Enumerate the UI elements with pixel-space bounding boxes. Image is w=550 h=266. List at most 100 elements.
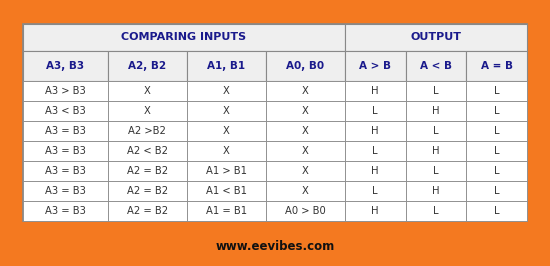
- Text: H: H: [371, 86, 379, 96]
- FancyBboxPatch shape: [23, 181, 108, 201]
- Text: L: L: [494, 166, 499, 176]
- FancyBboxPatch shape: [345, 81, 405, 101]
- FancyBboxPatch shape: [466, 51, 527, 81]
- Text: A3 > B3: A3 > B3: [45, 86, 86, 96]
- Text: L: L: [494, 106, 499, 116]
- Text: A2 >B2: A2 >B2: [128, 126, 166, 136]
- FancyBboxPatch shape: [266, 101, 345, 121]
- FancyBboxPatch shape: [187, 81, 266, 101]
- Text: H: H: [432, 106, 439, 116]
- Text: www.eevibes.com: www.eevibes.com: [216, 240, 334, 252]
- Text: A1 > B1: A1 > B1: [206, 166, 247, 176]
- FancyBboxPatch shape: [266, 181, 345, 201]
- FancyBboxPatch shape: [108, 161, 187, 181]
- Text: A < B: A < B: [420, 61, 452, 71]
- FancyBboxPatch shape: [108, 101, 187, 121]
- FancyBboxPatch shape: [266, 201, 345, 221]
- Text: L: L: [372, 186, 378, 196]
- Text: A1 = B1: A1 = B1: [206, 206, 247, 216]
- Text: L: L: [433, 126, 438, 136]
- FancyBboxPatch shape: [23, 81, 108, 101]
- FancyBboxPatch shape: [405, 181, 466, 201]
- FancyBboxPatch shape: [466, 141, 527, 161]
- Text: L: L: [372, 146, 378, 156]
- FancyBboxPatch shape: [345, 24, 527, 51]
- FancyBboxPatch shape: [187, 51, 266, 81]
- FancyBboxPatch shape: [466, 161, 527, 181]
- FancyBboxPatch shape: [23, 141, 108, 161]
- Text: A3 = B3: A3 = B3: [45, 186, 86, 196]
- Text: X: X: [223, 126, 230, 136]
- Text: H: H: [371, 126, 379, 136]
- FancyBboxPatch shape: [266, 81, 345, 101]
- Text: A1 < B1: A1 < B1: [206, 186, 247, 196]
- FancyBboxPatch shape: [108, 181, 187, 201]
- FancyBboxPatch shape: [23, 51, 108, 81]
- Text: A0 > B0: A0 > B0: [285, 206, 326, 216]
- FancyBboxPatch shape: [23, 24, 345, 51]
- Text: A2 = B2: A2 = B2: [126, 166, 168, 176]
- Text: COMPARING INPUTS: COMPARING INPUTS: [122, 32, 246, 42]
- Text: A3 = B3: A3 = B3: [45, 166, 86, 176]
- Text: X: X: [223, 146, 230, 156]
- FancyBboxPatch shape: [108, 141, 187, 161]
- FancyBboxPatch shape: [23, 24, 527, 221]
- FancyBboxPatch shape: [187, 161, 266, 181]
- FancyBboxPatch shape: [345, 161, 405, 181]
- Text: H: H: [432, 146, 439, 156]
- Text: A0, B0: A0, B0: [287, 61, 324, 71]
- FancyBboxPatch shape: [23, 101, 108, 121]
- Text: L: L: [433, 206, 438, 216]
- Text: X: X: [302, 86, 309, 96]
- FancyBboxPatch shape: [23, 201, 108, 221]
- Text: L: L: [433, 166, 438, 176]
- Text: X: X: [302, 186, 309, 196]
- FancyBboxPatch shape: [266, 51, 345, 81]
- Text: X: X: [302, 106, 309, 116]
- Text: L: L: [494, 146, 499, 156]
- Text: X: X: [144, 106, 151, 116]
- FancyBboxPatch shape: [345, 51, 405, 81]
- Text: L: L: [494, 186, 499, 196]
- FancyBboxPatch shape: [405, 101, 466, 121]
- FancyBboxPatch shape: [266, 141, 345, 161]
- Text: X: X: [223, 86, 230, 96]
- FancyBboxPatch shape: [345, 101, 405, 121]
- Text: A2, B2: A2, B2: [128, 61, 167, 71]
- FancyBboxPatch shape: [23, 121, 108, 141]
- FancyBboxPatch shape: [266, 121, 345, 141]
- Text: X: X: [302, 146, 309, 156]
- FancyBboxPatch shape: [187, 181, 266, 201]
- FancyBboxPatch shape: [108, 51, 187, 81]
- FancyBboxPatch shape: [466, 121, 527, 141]
- Text: X: X: [144, 86, 151, 96]
- Text: L: L: [433, 86, 438, 96]
- FancyBboxPatch shape: [405, 201, 466, 221]
- FancyBboxPatch shape: [187, 141, 266, 161]
- Text: OUTPUT: OUTPUT: [410, 32, 461, 42]
- FancyBboxPatch shape: [187, 121, 266, 141]
- FancyBboxPatch shape: [345, 121, 405, 141]
- FancyBboxPatch shape: [266, 161, 345, 181]
- FancyBboxPatch shape: [23, 161, 108, 181]
- Text: X: X: [302, 126, 309, 136]
- FancyBboxPatch shape: [405, 121, 466, 141]
- FancyBboxPatch shape: [345, 201, 405, 221]
- FancyBboxPatch shape: [405, 141, 466, 161]
- FancyBboxPatch shape: [345, 141, 405, 161]
- Text: A3 = B3: A3 = B3: [45, 206, 86, 216]
- Text: A2 = B2: A2 = B2: [126, 186, 168, 196]
- Text: L: L: [494, 126, 499, 136]
- FancyBboxPatch shape: [405, 81, 466, 101]
- FancyBboxPatch shape: [108, 121, 187, 141]
- Text: H: H: [371, 166, 379, 176]
- FancyBboxPatch shape: [108, 201, 187, 221]
- FancyBboxPatch shape: [466, 201, 527, 221]
- FancyBboxPatch shape: [405, 161, 466, 181]
- Text: A1, B1: A1, B1: [207, 61, 245, 71]
- Text: L: L: [372, 106, 378, 116]
- Text: H: H: [432, 186, 439, 196]
- Text: A > B: A > B: [359, 61, 391, 71]
- Text: A3 < B3: A3 < B3: [45, 106, 86, 116]
- FancyBboxPatch shape: [108, 81, 187, 101]
